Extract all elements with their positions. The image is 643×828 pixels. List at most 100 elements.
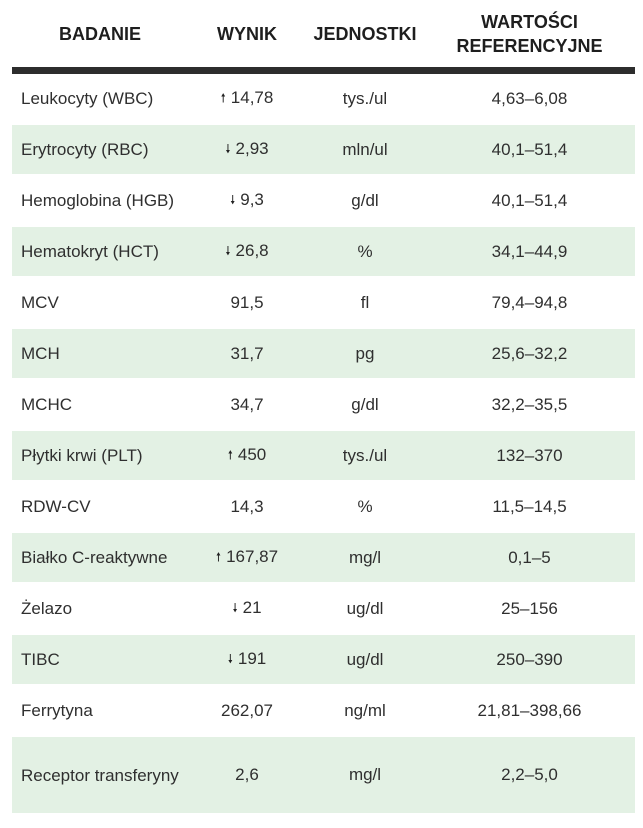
- result-cell: 🠗 191: [188, 649, 306, 671]
- header-units: JEDNOSTKI: [313, 23, 417, 44]
- arrow-down-icon: 🠗: [225, 243, 231, 258]
- table-row: MCHC 34,7 g/dl 32,2–35,5: [12, 380, 635, 431]
- result-value: 191: [237, 648, 267, 668]
- unit-cell: pg: [355, 343, 375, 363]
- result-cell: 31,7: [188, 344, 306, 364]
- result-cell: 91,5: [188, 293, 306, 313]
- table-row: Erytrocyty (RBC) 🠗 2,93 mln/ul 40,1–51,4: [12, 125, 635, 176]
- test-name: TIBC: [21, 650, 60, 669]
- result-value: 2,6: [235, 765, 259, 784]
- table-row: Ferrytyna 262,07 ng/ml 21,81–398,66: [12, 686, 635, 737]
- result-value: 9,3: [240, 189, 264, 209]
- table-row: MCH 31,7 pg 25,6–32,2: [12, 329, 635, 380]
- result-cell: 2,6: [188, 765, 306, 785]
- result-value: 91,5: [230, 292, 264, 312]
- reference-range-cell: 40,1–51,4: [491, 139, 568, 159]
- result-cell: 🠗 9,3: [188, 190, 306, 212]
- result-cell: 34,7: [188, 395, 306, 415]
- reference-range-cell: 79,4–94,8: [491, 292, 568, 312]
- unit-cell: mg/l: [348, 547, 382, 567]
- header-test: BADANIE: [58, 23, 141, 44]
- result-value: 262,07: [221, 700, 273, 720]
- test-name: Leukocyty (WBC): [21, 89, 154, 108]
- result-value: 21: [242, 597, 262, 617]
- table-body: Leukocyty (WBC) 🠕 14,78 tys./ul 4,63–6,08 Ery…: [12, 74, 635, 813]
- table-row: Hematokryt (HCT) 🠗 26,8% 34,1–44,9: [12, 227, 635, 278]
- result-cell: 🠗 26,8: [188, 241, 306, 263]
- test-name: MCV: [21, 293, 59, 312]
- unit-cell: mg/l: [348, 765, 382, 784]
- result-cell: 🠕 14,78: [188, 88, 306, 110]
- result-value: 450: [237, 444, 267, 464]
- result-cell: 🠕 167,87: [188, 547, 306, 569]
- reference-range-cell: 25,6–32,2: [491, 343, 568, 363]
- result-cell: 🠗 21: [188, 598, 306, 620]
- test-name: Ferrytyna: [21, 701, 93, 720]
- table-row: TIBC 🠗 191 ug/dl 250–390: [12, 635, 635, 686]
- test-name: MCHC: [21, 395, 72, 414]
- reference-range-cell: 0,1–5: [508, 547, 551, 567]
- header-reference: WARTOŚCI REFERENCYJNE: [424, 10, 635, 58]
- result-value: 26,8: [235, 240, 269, 260]
- test-name: Żelazo: [21, 599, 73, 618]
- arrow-down-icon: 🠗: [227, 651, 233, 666]
- arrow-down-icon: 🠗: [232, 600, 238, 615]
- result-value: 2,93: [235, 138, 269, 158]
- test-name: Białko C-reaktywne: [21, 548, 168, 567]
- unit-cell: ug/dl: [346, 649, 384, 669]
- reference-range-cell: 40,1–51,4: [491, 190, 568, 210]
- unit-cell: tys./ul: [342, 88, 388, 108]
- lab-results-table: BADANIE WYNIK JEDNOSTKI WARTOŚCI REFEREN…: [12, 0, 635, 813]
- test-name: RDW-CV: [21, 497, 91, 516]
- reference-range-cell: 4,63–6,08: [491, 88, 568, 108]
- test-name: MCH: [21, 344, 60, 363]
- result-value: 14,78: [230, 87, 274, 107]
- table-row: Żelazo 🠗 21 ug/dl 25–156: [12, 584, 635, 635]
- result-cell: 14,3: [188, 497, 306, 517]
- table-row: Hemoglobina (HGB) 🠗 9,3 g/dl 40,1–51,4: [12, 176, 635, 227]
- reference-range-cell: 34,1–44,9: [491, 241, 568, 261]
- unit-cell: mln/ul: [342, 139, 388, 159]
- result-cell: 262,07: [188, 701, 306, 721]
- test-name: Płytki krwi (PLT): [21, 446, 143, 465]
- test-name: Hemoglobina (HGB): [21, 191, 175, 210]
- unit-cell: %: [357, 496, 373, 516]
- test-name: Hematokryt (HCT): [21, 242, 159, 261]
- table-row: Leukocyty (WBC) 🠕 14,78 tys./ul 4,63–6,08: [12, 74, 635, 125]
- table-header: BADANIE WYNIK JEDNOSTKI WARTOŚCI REFEREN…: [12, 0, 635, 74]
- arrow-up-icon: 🠕: [227, 447, 233, 462]
- reference-range-cell: 32,2–35,5: [491, 394, 568, 414]
- table-row: Białko C-reaktywne 🠕 167,87 mg/l 0,1–5: [12, 533, 635, 584]
- unit-cell: g/dl: [351, 190, 379, 210]
- reference-range-cell: 21,81–398,66: [477, 700, 582, 720]
- result-value: 167,87: [226, 546, 279, 566]
- header-result: WYNIK: [217, 23, 277, 44]
- result-value: 14,3: [230, 496, 264, 516]
- unit-cell: fl: [360, 292, 370, 312]
- arrow-down-icon: 🠗: [225, 141, 231, 156]
- header-reference-line2: REFERENCYJNE: [456, 35, 603, 56]
- table-row: MCV 91,5 fl 79,4–94,8: [12, 278, 635, 329]
- result-value: 34,7: [230, 394, 264, 414]
- result-cell: 🠗 2,93: [188, 139, 306, 161]
- test-name: Erytrocyty (RBC): [21, 140, 149, 159]
- reference-range-cell: 11,5–14,5: [492, 496, 567, 516]
- unit-cell: tys./ul: [342, 445, 388, 465]
- reference-range-cell: 2,2–5,0: [501, 765, 558, 784]
- reference-range-cell: 132–370: [496, 445, 563, 465]
- table-row: Receptor transferyny 2,6 mg/l 2,2–5,0: [12, 737, 635, 813]
- reference-range-cell: 25–156: [501, 598, 558, 618]
- table-row: Płytki krwi (PLT) 🠕 450 tys./ul 132–370: [12, 431, 635, 482]
- unit-cell: ug/dl: [346, 598, 384, 618]
- unit-cell: ng/ml: [344, 700, 386, 720]
- header-reference-line1: WARTOŚCI: [481, 11, 578, 32]
- reference-range-cell: 250–390: [496, 649, 563, 669]
- unit-cell: g/dl: [351, 394, 379, 414]
- unit-cell: %: [357, 241, 373, 261]
- arrow-up-icon: 🠕: [215, 549, 222, 564]
- result-cell: 🠕 450: [188, 445, 306, 467]
- arrow-up-icon: 🠕: [220, 90, 226, 105]
- table-row: RDW-CV 14,3% 11,5–14,5: [12, 482, 635, 533]
- result-value: 31,7: [230, 343, 264, 363]
- arrow-down-icon: 🠗: [230, 192, 236, 207]
